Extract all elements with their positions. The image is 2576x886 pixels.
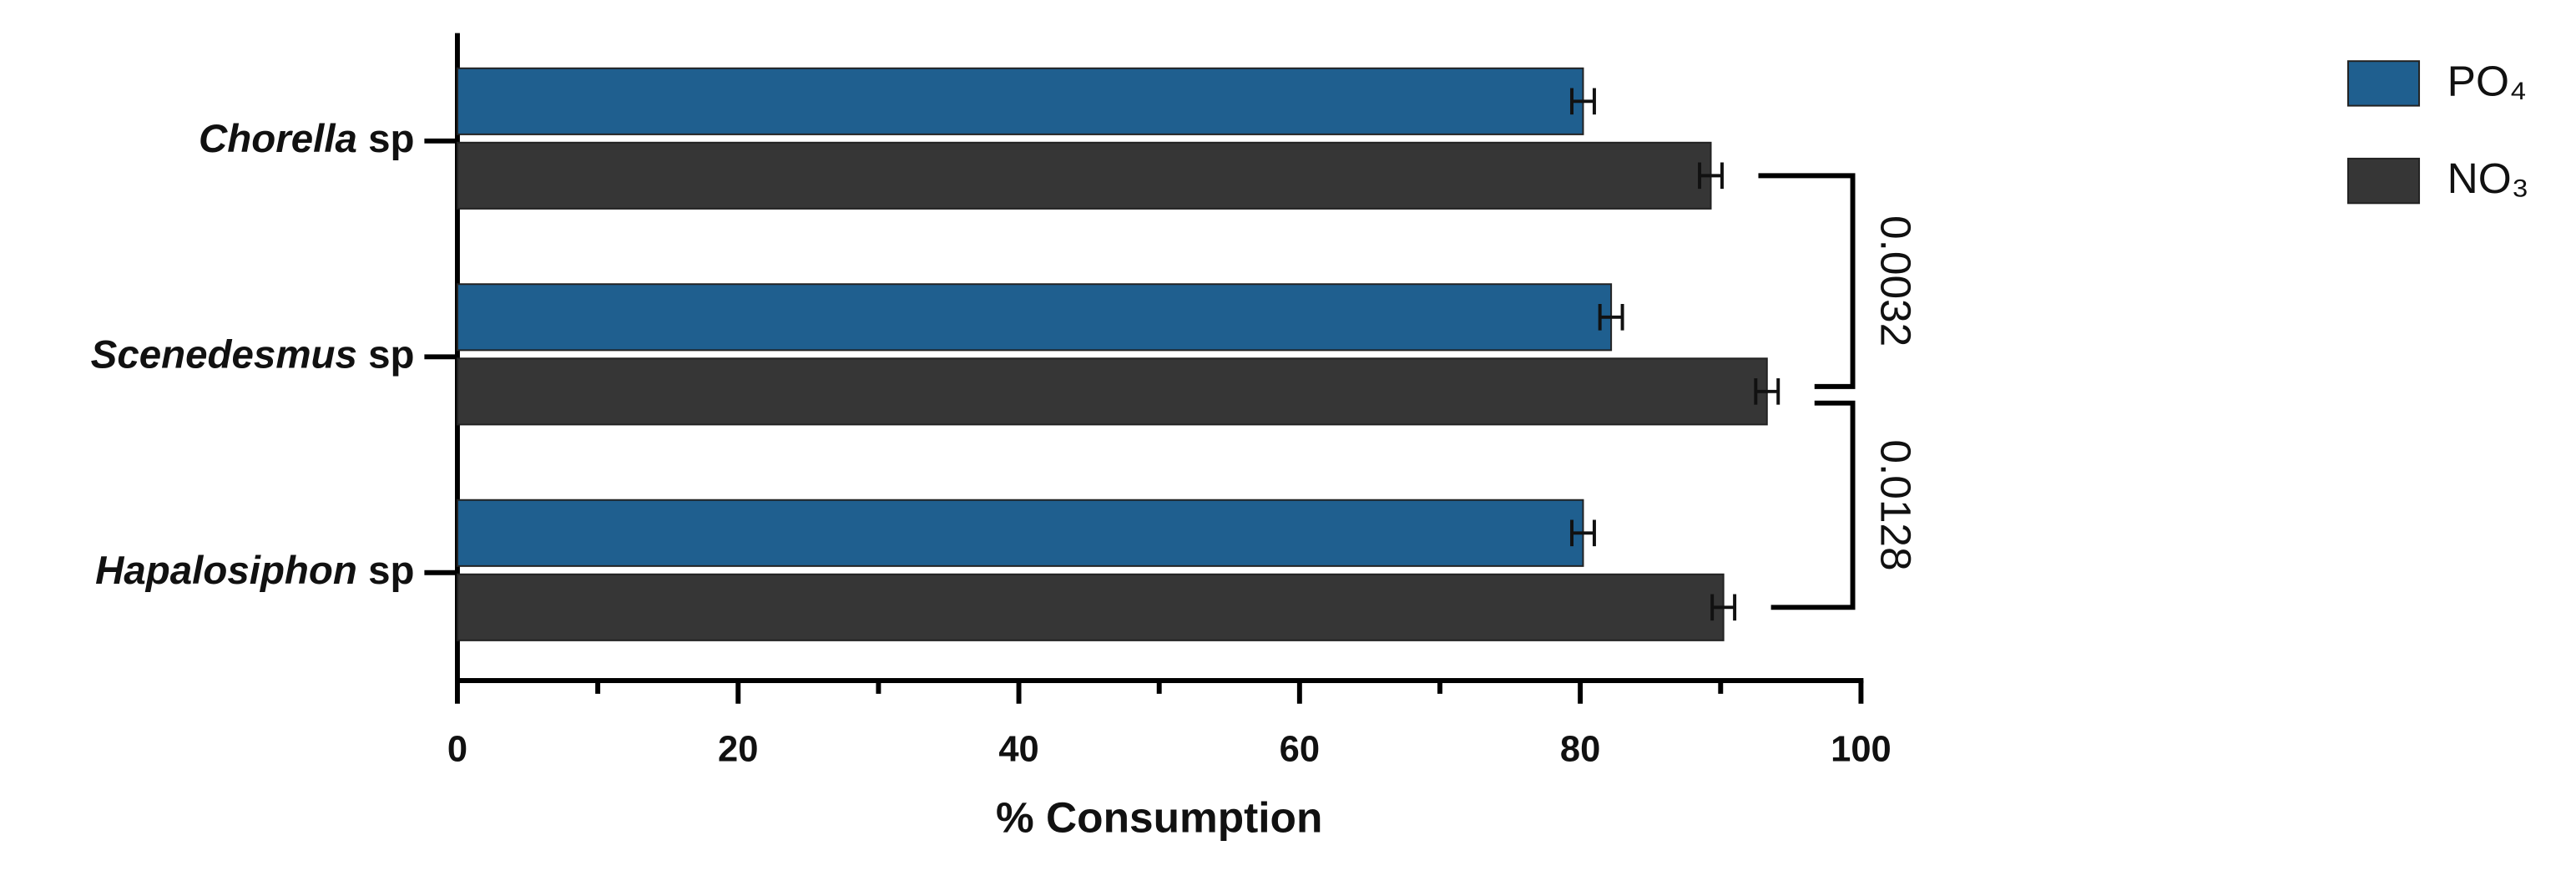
bar bbox=[456, 573, 1725, 641]
significance-label: 0.0032 bbox=[1871, 215, 1920, 347]
legend-label: NO₃ bbox=[2447, 154, 2529, 202]
y-tick-label: Hapalosiphon sp bbox=[95, 548, 414, 592]
x-tick-label: 80 bbox=[1560, 730, 1600, 770]
x-tick-label: 20 bbox=[718, 730, 758, 770]
legend-swatch bbox=[2347, 60, 2421, 107]
bar bbox=[456, 357, 1768, 426]
error-bar bbox=[1598, 303, 1624, 331]
x-tick-label: 60 bbox=[1280, 730, 1320, 770]
significance-label: 0.0128 bbox=[1871, 439, 1920, 570]
error-bar bbox=[1698, 162, 1724, 190]
y-tick-label: Chorella sp bbox=[199, 116, 415, 160]
error-bar bbox=[1570, 519, 1596, 547]
bar bbox=[456, 283, 1613, 352]
significance-bracket bbox=[1770, 400, 1856, 610]
error-bar bbox=[1754, 378, 1780, 405]
y-tick-label: Scenedesmus sp bbox=[91, 332, 415, 377]
significance-bracket bbox=[1758, 173, 1856, 389]
legend-label: PO₄ bbox=[2447, 56, 2527, 104]
error-bar bbox=[1710, 594, 1737, 621]
x-tick-label: 40 bbox=[998, 730, 1038, 770]
bar bbox=[456, 499, 1584, 567]
bar bbox=[456, 141, 1712, 210]
x-axis-title: % Consumption bbox=[996, 793, 1322, 842]
legend-swatch bbox=[2347, 157, 2421, 205]
bar bbox=[456, 67, 1584, 135]
error-bar bbox=[1570, 88, 1596, 115]
x-tick-label: 0 bbox=[447, 730, 467, 770]
x-tick-label: 100 bbox=[1831, 730, 1892, 770]
